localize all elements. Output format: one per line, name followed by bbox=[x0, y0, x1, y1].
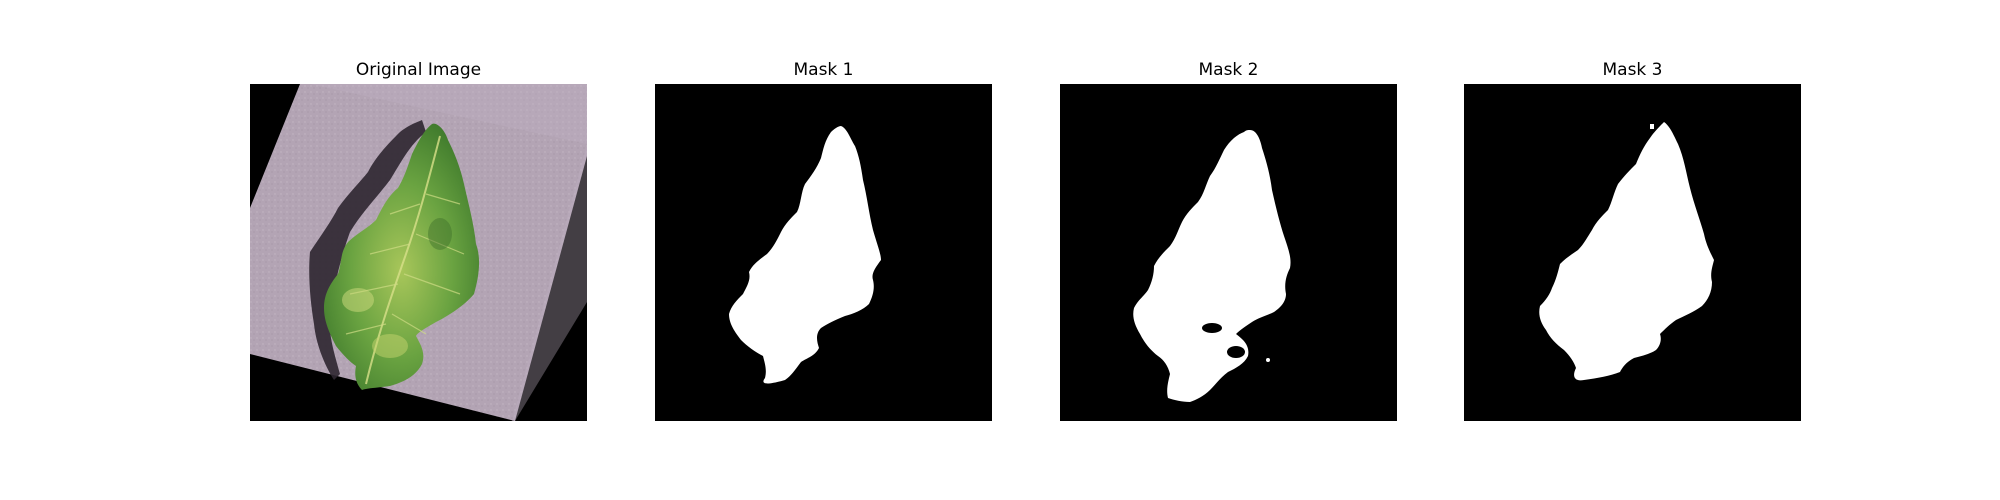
mask-1-panel bbox=[655, 84, 992, 421]
original-image bbox=[250, 84, 587, 421]
original-image-panel bbox=[250, 84, 587, 421]
mask-3-speck bbox=[1650, 124, 1654, 129]
leaf-shadow bbox=[309, 120, 426, 380]
paper-highlight bbox=[308, 84, 587, 421]
mask-2-image bbox=[1060, 84, 1397, 421]
mask-1-image bbox=[655, 84, 992, 421]
panel-title-mask-2: Mask 2 bbox=[1198, 60, 1259, 80]
leaf-patch bbox=[372, 334, 408, 358]
mask-2-hole bbox=[1202, 323, 1222, 333]
panel-title-mask-1: Mask 1 bbox=[793, 60, 854, 80]
panel-title-original: Original Image bbox=[355, 60, 482, 80]
panel-title-mask-3: Mask 3 bbox=[1602, 60, 1663, 80]
mask-3-image bbox=[1464, 84, 1801, 421]
mask-1-region bbox=[729, 126, 881, 384]
mask-2-speck bbox=[1266, 358, 1270, 362]
leaf-patch bbox=[342, 288, 374, 312]
mask-2-region bbox=[1133, 130, 1291, 402]
leaf-veins bbox=[345, 193, 465, 335]
mask-2-hole bbox=[1250, 348, 1274, 365]
mask-3-region bbox=[1539, 122, 1714, 381]
mask-3-panel bbox=[1464, 84, 1801, 421]
mask-2-panel bbox=[1060, 84, 1397, 421]
mask-2-hole bbox=[1227, 346, 1245, 358]
leaf-patch bbox=[428, 218, 452, 250]
leaf bbox=[324, 123, 480, 390]
